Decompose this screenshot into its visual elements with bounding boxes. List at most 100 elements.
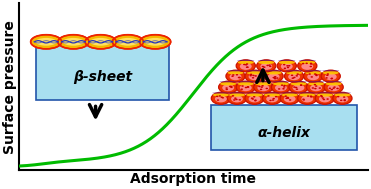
- Ellipse shape: [307, 95, 309, 97]
- Ellipse shape: [272, 98, 275, 99]
- Ellipse shape: [283, 64, 285, 65]
- Ellipse shape: [334, 93, 351, 97]
- Ellipse shape: [246, 71, 263, 74]
- Ellipse shape: [323, 99, 325, 100]
- Ellipse shape: [212, 92, 230, 94]
- Ellipse shape: [31, 35, 62, 49]
- Ellipse shape: [310, 84, 322, 91]
- Ellipse shape: [268, 64, 271, 66]
- Ellipse shape: [240, 63, 252, 70]
- Ellipse shape: [315, 92, 334, 104]
- Ellipse shape: [336, 88, 339, 89]
- X-axis label: Adsorption time: Adsorption time: [130, 172, 256, 186]
- Ellipse shape: [285, 70, 303, 71]
- Ellipse shape: [310, 95, 312, 97]
- Ellipse shape: [264, 93, 280, 97]
- Ellipse shape: [325, 77, 328, 79]
- Ellipse shape: [229, 86, 232, 87]
- Ellipse shape: [325, 82, 342, 85]
- Ellipse shape: [300, 84, 302, 86]
- Ellipse shape: [266, 88, 268, 89]
- Ellipse shape: [283, 85, 286, 86]
- Ellipse shape: [217, 99, 219, 101]
- Ellipse shape: [310, 63, 312, 65]
- Ellipse shape: [331, 77, 333, 79]
- Ellipse shape: [235, 99, 238, 100]
- Ellipse shape: [226, 89, 228, 90]
- Ellipse shape: [227, 70, 244, 71]
- Ellipse shape: [307, 73, 319, 80]
- Ellipse shape: [236, 81, 255, 93]
- Ellipse shape: [322, 97, 324, 99]
- Ellipse shape: [310, 63, 312, 64]
- Ellipse shape: [215, 95, 227, 102]
- Ellipse shape: [309, 66, 312, 67]
- Ellipse shape: [299, 93, 315, 97]
- Ellipse shape: [314, 88, 316, 89]
- Ellipse shape: [275, 84, 287, 91]
- Ellipse shape: [229, 92, 246, 94]
- Ellipse shape: [252, 98, 254, 100]
- Ellipse shape: [280, 92, 299, 104]
- Ellipse shape: [112, 35, 144, 49]
- Ellipse shape: [237, 61, 254, 64]
- Ellipse shape: [314, 73, 316, 75]
- Ellipse shape: [225, 87, 228, 89]
- Ellipse shape: [272, 99, 274, 101]
- Ellipse shape: [301, 63, 313, 70]
- Ellipse shape: [299, 61, 315, 64]
- Ellipse shape: [315, 75, 318, 76]
- Ellipse shape: [322, 71, 339, 74]
- Ellipse shape: [247, 86, 249, 88]
- Ellipse shape: [254, 81, 273, 93]
- Ellipse shape: [296, 73, 299, 75]
- Ellipse shape: [267, 95, 270, 97]
- Ellipse shape: [231, 95, 243, 102]
- Ellipse shape: [293, 77, 296, 78]
- Ellipse shape: [85, 35, 116, 49]
- Ellipse shape: [278, 60, 295, 61]
- Ellipse shape: [274, 78, 276, 79]
- Ellipse shape: [245, 92, 264, 104]
- Ellipse shape: [317, 93, 333, 97]
- Ellipse shape: [269, 66, 272, 67]
- Ellipse shape: [227, 71, 244, 74]
- Ellipse shape: [306, 81, 326, 93]
- Ellipse shape: [340, 100, 342, 101]
- Ellipse shape: [285, 98, 288, 99]
- Ellipse shape: [331, 89, 333, 90]
- Ellipse shape: [281, 63, 293, 70]
- Ellipse shape: [226, 70, 245, 82]
- Ellipse shape: [266, 65, 269, 66]
- Ellipse shape: [319, 95, 331, 102]
- Ellipse shape: [258, 86, 261, 87]
- Ellipse shape: [332, 87, 335, 89]
- Ellipse shape: [310, 96, 312, 98]
- Ellipse shape: [315, 85, 318, 87]
- Ellipse shape: [219, 81, 238, 93]
- Ellipse shape: [285, 95, 287, 97]
- Ellipse shape: [320, 95, 322, 97]
- Text: α-helix: α-helix: [257, 126, 311, 140]
- Ellipse shape: [253, 96, 256, 98]
- Ellipse shape: [231, 75, 234, 77]
- Ellipse shape: [312, 87, 314, 89]
- Ellipse shape: [230, 86, 233, 87]
- Ellipse shape: [241, 85, 244, 87]
- Ellipse shape: [273, 77, 276, 79]
- Ellipse shape: [234, 97, 237, 99]
- Ellipse shape: [266, 95, 278, 102]
- Ellipse shape: [326, 98, 329, 100]
- Ellipse shape: [257, 60, 276, 72]
- Ellipse shape: [252, 75, 255, 76]
- Ellipse shape: [245, 64, 247, 66]
- Ellipse shape: [255, 82, 272, 85]
- Ellipse shape: [260, 86, 263, 88]
- FancyBboxPatch shape: [211, 105, 357, 150]
- Ellipse shape: [240, 84, 252, 91]
- Ellipse shape: [237, 82, 254, 85]
- Ellipse shape: [286, 97, 289, 98]
- FancyBboxPatch shape: [36, 42, 169, 100]
- Ellipse shape: [302, 98, 305, 100]
- Ellipse shape: [246, 63, 248, 65]
